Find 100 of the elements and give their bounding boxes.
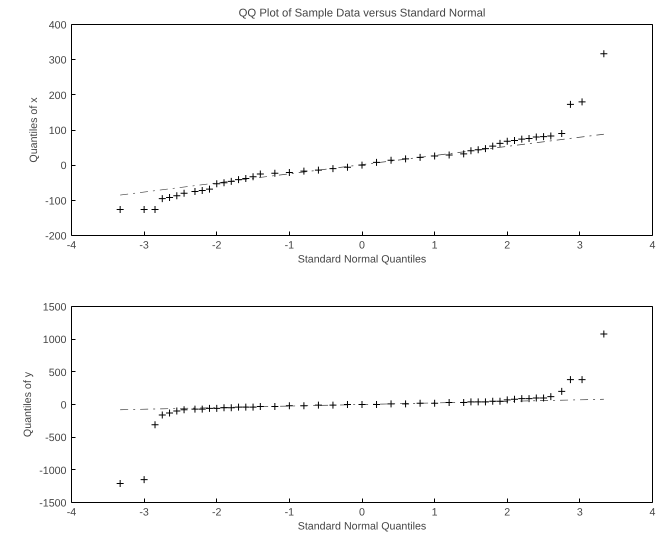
point — [234, 176, 243, 184]
point — [242, 174, 250, 183]
point — [460, 398, 468, 407]
point — [496, 397, 504, 406]
point — [158, 410, 166, 419]
y-tick-label: -200 — [45, 230, 67, 242]
point — [151, 205, 160, 214]
point — [474, 398, 482, 406]
x-tick-label: 2 — [504, 240, 510, 252]
point — [220, 404, 228, 412]
y-tick-label: 100 — [48, 125, 67, 137]
x-tick-label: 3 — [576, 506, 583, 518]
point — [256, 402, 264, 410]
point — [158, 194, 166, 203]
y-axis-title: Quantiles of x — [28, 96, 40, 163]
point — [166, 194, 174, 202]
point — [445, 398, 454, 407]
point — [558, 387, 566, 396]
point — [430, 399, 439, 408]
point — [249, 172, 258, 181]
point — [496, 139, 504, 148]
point — [116, 205, 124, 214]
point — [566, 100, 574, 108]
y-tick-label: -1000 — [39, 464, 67, 477]
point — [190, 405, 199, 414]
point — [285, 402, 294, 410]
point — [600, 330, 608, 338]
point — [387, 156, 396, 164]
point — [518, 394, 526, 403]
point — [270, 402, 279, 410]
point — [460, 150, 468, 158]
y-tick-label: 1500 — [42, 302, 67, 314]
y-tick-label: 200 — [48, 90, 67, 102]
x-tick-label: 0 — [359, 240, 366, 252]
x-tick-label: -1 — [284, 240, 294, 252]
point — [488, 142, 497, 150]
point — [151, 420, 160, 429]
point — [578, 98, 586, 106]
x-tick-label: 1 — [432, 506, 438, 518]
point — [198, 186, 206, 194]
point — [503, 137, 512, 146]
point — [212, 180, 221, 188]
x-tick-label: -3 — [139, 240, 149, 252]
x-tick-label: -2 — [212, 506, 222, 518]
point — [227, 404, 236, 412]
point — [546, 392, 555, 401]
point — [270, 169, 279, 178]
point — [540, 394, 548, 402]
point — [416, 153, 424, 162]
point — [212, 404, 221, 412]
x-tick-label: 1 — [432, 240, 438, 252]
point — [566, 376, 574, 384]
point — [503, 396, 512, 404]
point — [314, 401, 322, 410]
point — [358, 161, 366, 170]
point — [343, 400, 352, 408]
point — [510, 395, 519, 404]
x-tick-label: -2 — [212, 240, 222, 252]
point — [600, 50, 608, 58]
point — [180, 189, 188, 198]
y-tick-label: 1000 — [42, 334, 67, 346]
point — [172, 407, 181, 416]
point — [474, 146, 482, 154]
point — [372, 400, 381, 408]
x-tick-label: 4 — [650, 506, 656, 518]
point — [518, 135, 526, 144]
point — [116, 480, 124, 488]
point — [314, 166, 322, 174]
y-tick-label: -100 — [45, 195, 67, 208]
y-tick-label: -1500 — [39, 498, 67, 510]
point — [227, 177, 236, 186]
point — [532, 394, 540, 402]
y-tick-label: 500 — [48, 366, 67, 379]
point — [525, 134, 534, 142]
point — [300, 167, 308, 176]
point — [532, 133, 540, 142]
point — [558, 130, 566, 138]
point — [402, 154, 410, 163]
point — [172, 192, 181, 200]
point — [466, 398, 475, 406]
chart-title: QQ Plot of Sample Data versus Standard Normal — [238, 8, 486, 20]
point — [220, 178, 228, 187]
x-tick-label: -3 — [139, 506, 149, 518]
point — [328, 164, 337, 173]
point — [249, 403, 258, 412]
y-tick-label: 0 — [60, 400, 67, 412]
point — [198, 405, 206, 414]
y-tick-label: 400 — [48, 20, 67, 32]
point — [540, 132, 548, 141]
point — [328, 401, 337, 410]
point — [372, 158, 381, 166]
y-axis-title: Quantiles of y — [22, 371, 34, 438]
point — [285, 168, 294, 177]
point — [481, 398, 490, 406]
point — [445, 150, 454, 159]
point — [256, 170, 264, 178]
point — [510, 136, 519, 145]
y-tick-label: -500 — [45, 432, 67, 444]
point — [205, 404, 214, 412]
x-tick-label: 2 — [504, 506, 510, 518]
